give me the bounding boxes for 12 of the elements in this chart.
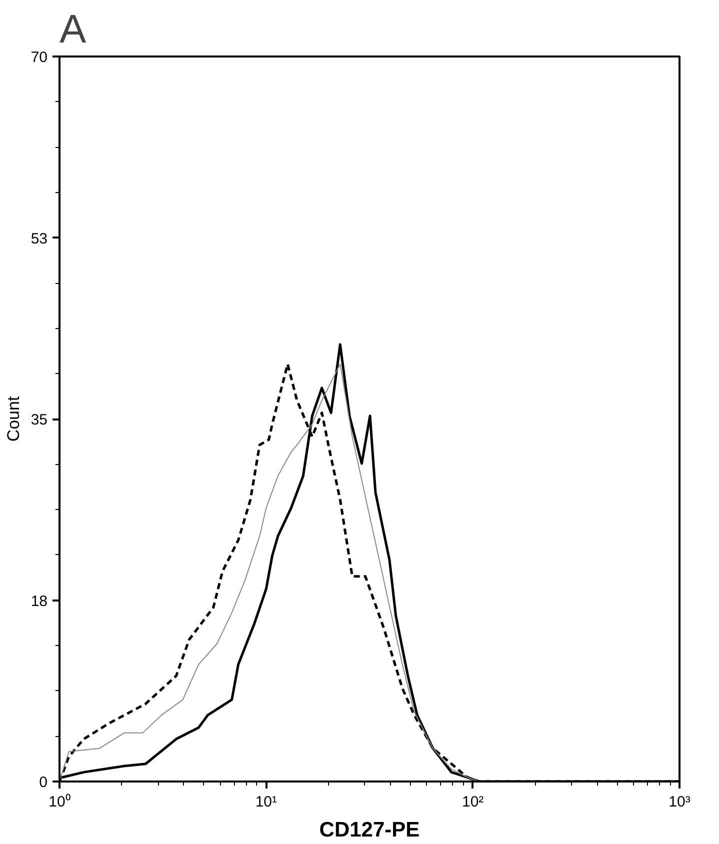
x-tick-label: 10² xyxy=(462,794,484,810)
y-tick-label: 0 xyxy=(39,774,48,791)
x-tick-label: 10¹ xyxy=(255,794,278,810)
y-tick-label: 53 xyxy=(30,230,48,248)
x-tick-label: 10⁰ xyxy=(48,794,70,810)
y-tick-label: 70 xyxy=(30,49,48,66)
y-tick-label: 35 xyxy=(30,412,48,428)
y-axis-title: Count xyxy=(4,396,23,442)
x-tick-label: 10³ xyxy=(668,794,690,810)
x-axis-title: CD127-PE xyxy=(319,818,420,842)
text: A xyxy=(60,8,86,52)
y-tick-label: 18 xyxy=(30,592,48,610)
